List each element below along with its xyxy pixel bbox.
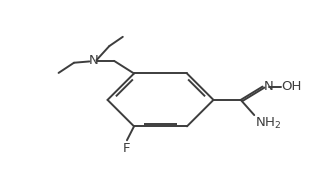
Text: N: N: [88, 54, 98, 67]
Text: F: F: [123, 142, 131, 155]
Text: OH: OH: [282, 80, 302, 93]
Text: NH$_2$: NH$_2$: [255, 116, 281, 131]
Text: N: N: [264, 80, 273, 93]
